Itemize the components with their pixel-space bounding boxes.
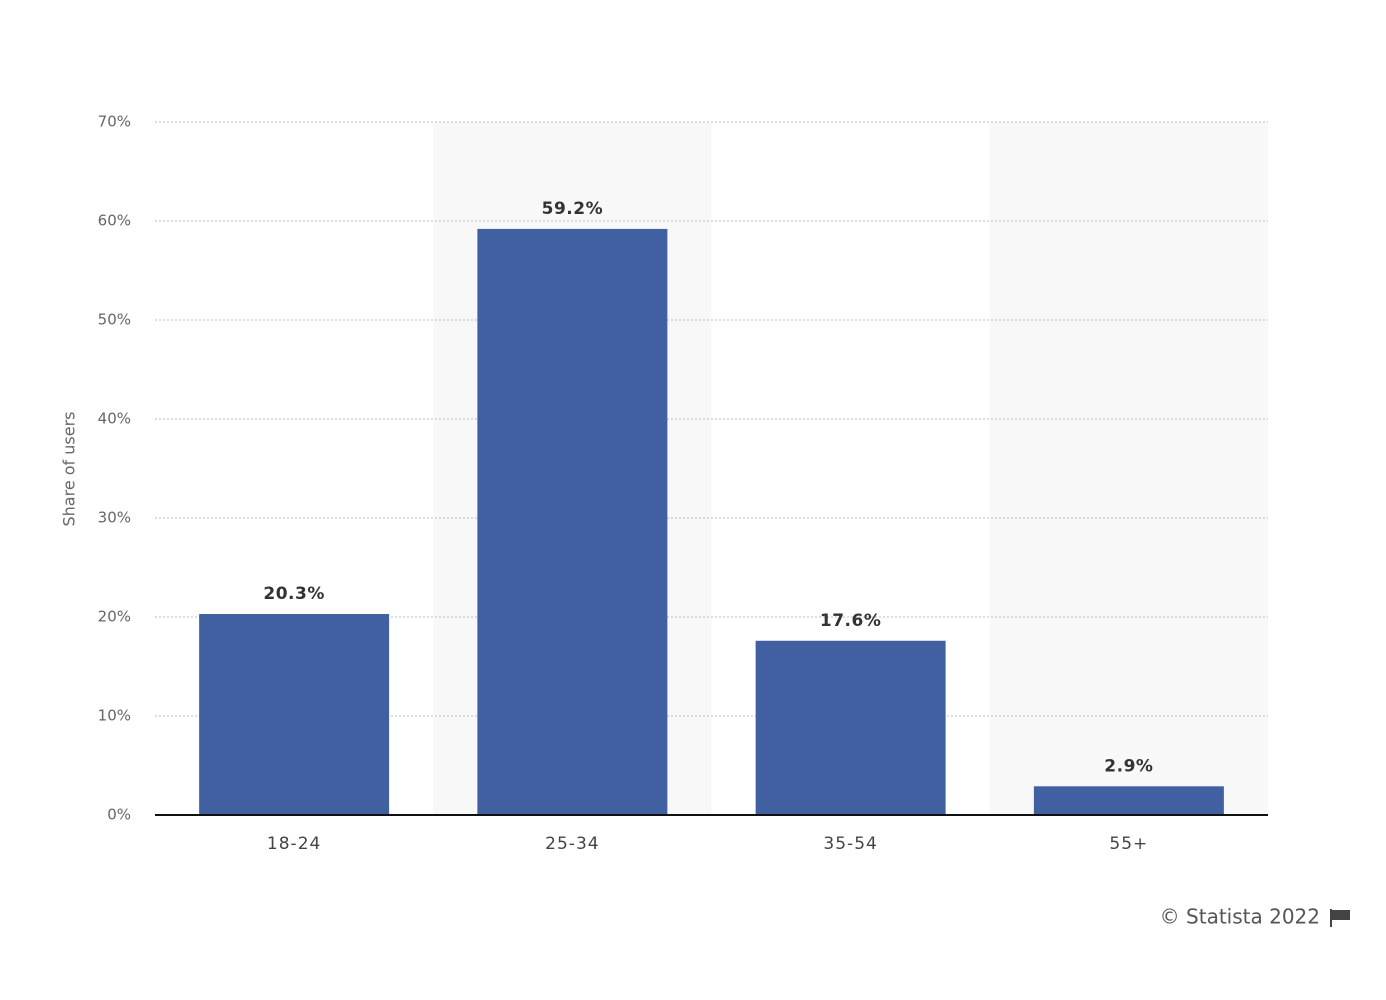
band-shade [989,122,1268,815]
flag-icon[interactable] [1330,909,1350,927]
y-axis-label: Share of users [60,412,79,527]
bar [1033,786,1224,815]
y-tick-label: 0% [107,806,131,824]
value-label: 2.9% [1104,756,1153,776]
y-tick-label: 70% [98,113,131,131]
x-tick-label: 55+ [1109,834,1148,854]
y-tick-label: 20% [98,608,131,626]
bar [199,614,390,815]
value-label: 20.3% [263,584,324,604]
y-tick-label: 50% [98,311,131,329]
x-tick-label: 25-34 [545,834,599,854]
bar [755,640,946,815]
x-tick-label: 18-24 [267,834,321,854]
bar [477,228,668,816]
value-label: 59.2% [542,199,603,219]
y-tick-label: 30% [98,509,131,527]
y-tick-label: 40% [98,410,131,428]
y-tick-label: 10% [98,707,131,725]
credit: © Statista 2022 [1160,905,1320,929]
y-tick-label: 60% [98,212,131,230]
value-label: 17.6% [820,611,881,631]
x-tick-label: 35-54 [823,834,877,854]
